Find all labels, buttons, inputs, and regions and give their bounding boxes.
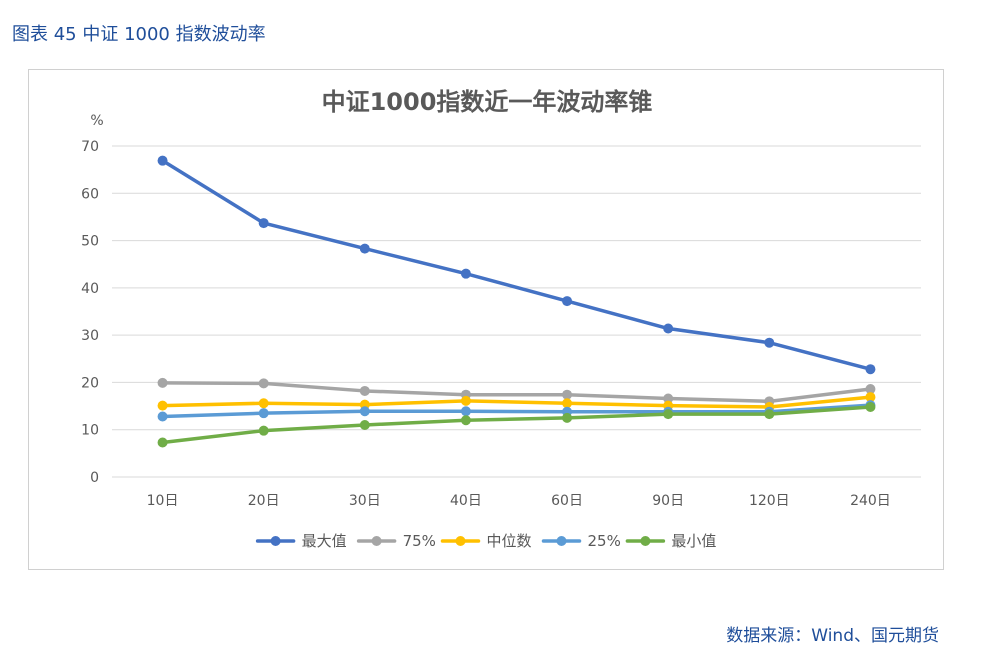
data-point [865,384,876,395]
y-axis-unit: % [90,113,103,129]
y-tick-label: 40 [81,281,99,297]
source-note: 数据来源：Wind、国元期货 [726,626,939,646]
data-point [865,392,876,403]
data-point [562,412,573,423]
data-point [258,378,269,389]
x-tick-label: 90日 [652,493,684,509]
data-point [359,243,370,254]
legend-marker [371,536,382,546]
x-tick-label: 60日 [551,493,583,509]
legend-marker [270,536,281,546]
legend-label: 最小值 [671,532,716,550]
data-point [764,409,775,420]
legend-label: 25% [588,532,621,550]
y-tick-label: 30 [81,328,99,344]
data-point [865,402,876,413]
data-point [460,268,471,279]
series-line [160,403,873,419]
x-tick-label: 20日 [248,493,280,509]
data-point [562,296,573,307]
x-tick-label: 120日 [749,493,790,509]
y-tick-label: 20 [81,375,99,391]
legend-marker [556,536,567,546]
y-tick-label: 0 [90,470,99,486]
data-point [562,398,573,409]
figure-caption: 图表 45 中证 1000 指数波动率 [12,24,266,45]
data-point [359,419,370,430]
x-tick-label: 10日 [147,493,179,509]
data-point [157,411,168,422]
legend-label: 最大值 [302,532,347,550]
legend-marker [455,536,466,546]
series-line [160,158,873,371]
line-chart: 中证1000指数近一年波动率锥% 0 10 20 30 40 50 60 70 10日 20日 30日… [81,88,921,550]
legend-marker [640,536,651,546]
data-point [663,393,674,404]
y-tick-label: 70 [81,139,99,155]
x-tick-label: 40日 [450,493,482,509]
x-tick-label: 30日 [349,493,381,509]
data-point [157,400,168,411]
data-point [460,395,471,406]
series-line [160,405,873,445]
data-point [258,398,269,409]
chart-title: 中证1000指数近一年波动率锥 [322,88,653,116]
data-point [157,155,168,166]
y-tick-label: 10 [81,423,99,439]
data-point [460,415,471,426]
series-line [160,395,873,409]
data-point [258,425,269,436]
legend-label: 75% [403,532,436,550]
data-point [764,337,775,348]
data-point [663,409,674,420]
data-point [359,406,370,417]
chart-frame: 中证1000指数近一年波动率锥% 0 10 20 30 40 50 60 70 10日 20日 30日… [28,69,944,570]
series-line [160,381,873,404]
data-point [865,364,876,375]
y-tick-label: 50 [81,234,99,250]
x-tick-label: 240日 [850,493,891,509]
data-point [157,377,168,388]
data-point [663,323,674,334]
y-tick-label: 60 [81,186,99,202]
data-point [359,385,370,396]
data-point [258,408,269,419]
data-point [258,218,269,229]
data-point [562,389,573,400]
data-point [157,437,168,448]
legend-label: 中位数 [487,532,532,550]
data-point [460,406,471,417]
